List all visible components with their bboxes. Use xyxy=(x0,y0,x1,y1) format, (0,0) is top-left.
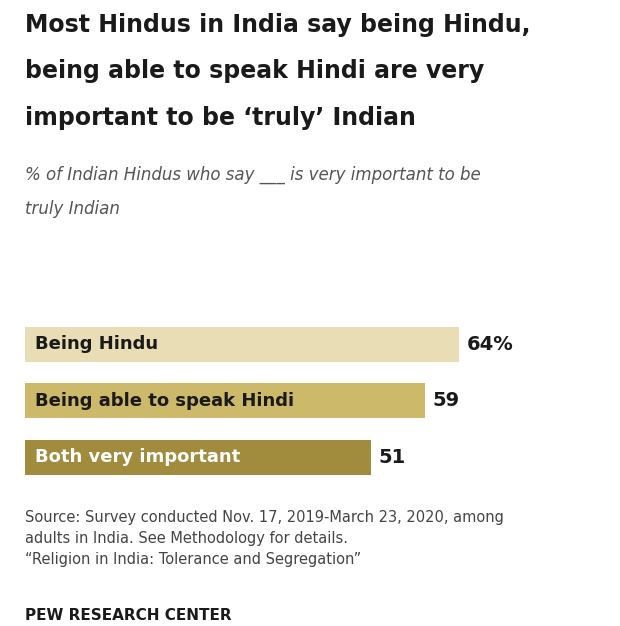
Text: truly Indian: truly Indian xyxy=(25,200,120,218)
Text: important to be ‘truly’ Indian: important to be ‘truly’ Indian xyxy=(25,106,415,130)
Text: Being able to speak Hindi: Being able to speak Hindi xyxy=(35,392,294,409)
Text: Both very important: Both very important xyxy=(35,448,240,466)
Text: 64%: 64% xyxy=(467,335,513,354)
Text: being able to speak Hindi are very: being able to speak Hindi are very xyxy=(25,59,484,83)
Text: Source: Survey conducted Nov. 17, 2019-March 23, 2020, among
adults in India. Se: Source: Survey conducted Nov. 17, 2019-M… xyxy=(25,510,503,567)
Text: Most Hindus in India say being Hindu,: Most Hindus in India say being Hindu, xyxy=(25,13,530,36)
Text: 59: 59 xyxy=(433,391,460,410)
Text: PEW RESEARCH CENTER: PEW RESEARCH CENTER xyxy=(25,608,231,623)
Text: % of Indian Hindus who say ___ is very important to be: % of Indian Hindus who say ___ is very i… xyxy=(25,166,480,184)
Bar xyxy=(25,439,371,475)
Text: 51: 51 xyxy=(379,448,406,466)
Bar xyxy=(25,327,459,362)
Bar xyxy=(25,383,425,418)
Text: Being Hindu: Being Hindu xyxy=(35,335,158,353)
